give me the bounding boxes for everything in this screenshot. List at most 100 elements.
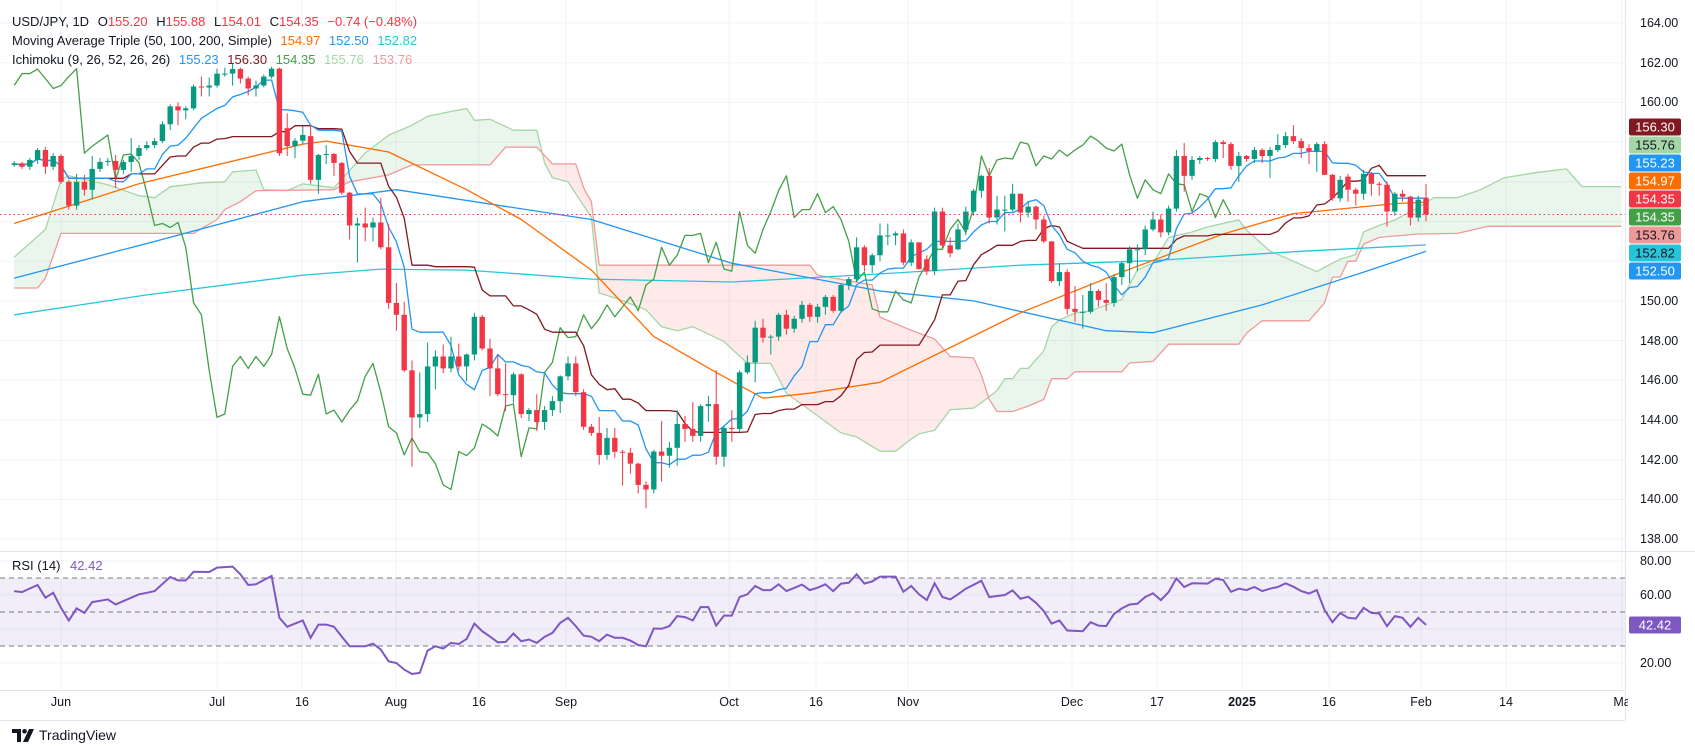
cloud-segment-bearish — [552, 163, 561, 180]
cloud-segment-bullish — [1394, 215, 1403, 237]
candle — [167, 104, 173, 131]
cloud-segment-bullish — [482, 119, 490, 165]
time-axis-label[interactable]: Nov — [896, 695, 920, 709]
symbol-title[interactable]: USD/JPY, 1D — [12, 14, 90, 29]
cloud-segment-bullish — [1316, 267, 1325, 312]
cloud-segment-bearish — [622, 265, 631, 304]
candle — [994, 195, 1000, 225]
candle-body — [1267, 150, 1273, 156]
candle — [1423, 184, 1429, 222]
time-axis-label[interactable]: 16 — [295, 695, 309, 709]
cloud-segment-bullish — [412, 120, 420, 165]
cloud-segment-bearish — [911, 330, 919, 440]
candle — [315, 154, 322, 194]
time-axis-label[interactable]: 16 — [809, 695, 823, 709]
cloud-segment-bullish — [1527, 172, 1536, 227]
time-axis-label[interactable]: 17 — [1150, 695, 1164, 709]
candle — [11, 160, 17, 167]
candle-body — [822, 296, 829, 307]
time-axis-label[interactable]: Jul — [209, 695, 225, 709]
candle-body — [1353, 189, 1359, 194]
cloud-segment-bullish — [123, 190, 132, 234]
cloud-segment-bullish — [1145, 263, 1153, 362]
cloud-segment-bullish — [1480, 185, 1489, 229]
time-axis-label[interactable]: Dec — [1060, 695, 1084, 709]
candle — [549, 396, 556, 417]
candle-body — [393, 302, 400, 315]
time-axis-label[interactable]: Aug — [384, 695, 408, 709]
indicator-lines — [13, 68, 1621, 491]
legend-row-ma: Moving Average Triple (50, 100, 200, Sim… — [12, 31, 422, 50]
tradingview-logo[interactable]: TradingView — [12, 727, 116, 743]
candle — [1056, 263, 1063, 287]
candle — [206, 77, 212, 97]
candle-body — [916, 242, 922, 270]
candle — [1353, 187, 1359, 206]
time-axis-label[interactable]: Ma — [1613, 695, 1628, 709]
candle-body — [370, 222, 376, 228]
time-axis-label[interactable]: Oct — [719, 695, 739, 709]
time-axis-label[interactable]: 16 — [1322, 695, 1336, 709]
candle — [861, 245, 868, 272]
cloud-segment-bearish — [958, 356, 966, 410]
cloud-segment-bullish — [1558, 168, 1567, 227]
candle-body — [385, 247, 392, 303]
candle — [791, 315, 797, 333]
price-badge: 156.30 — [1629, 118, 1681, 136]
candle-body — [1415, 199, 1421, 218]
candle — [175, 102, 181, 126]
cloud-segment-bearish — [802, 265, 810, 411]
cloud-segment-bearish — [872, 285, 880, 452]
time-axis-label[interactable]: Jun — [50, 695, 72, 709]
time-axis-label[interactable]: 16 — [472, 695, 486, 709]
cloud-segment-bullish — [466, 108, 475, 165]
candle — [838, 283, 844, 313]
time-axis-label[interactable]: 14 — [1499, 695, 1513, 709]
time-axis[interactable]: Jun Jul 16 Aug 16 Sep Oct 16 Nov Dec 17 2025 16 Feb 14… — [0, 695, 1628, 715]
candle-body — [986, 175, 992, 218]
candle — [1189, 155, 1195, 180]
close-label: C — [269, 14, 280, 29]
cloud-segment-bullish — [1207, 225, 1216, 345]
candle — [73, 173, 80, 210]
candle — [541, 406, 548, 430]
candle — [1048, 241, 1055, 284]
candle-body — [1306, 148, 1312, 152]
low-label: L — [214, 14, 222, 29]
cloud-segment-bearish — [809, 265, 818, 416]
candle-body — [112, 160, 119, 170]
candle-body — [1150, 219, 1156, 230]
candle-body — [1228, 144, 1234, 166]
time-axis-label[interactable]: Sep — [554, 695, 578, 709]
candle — [253, 80, 259, 97]
candle-body — [1423, 197, 1429, 215]
candle — [604, 427, 610, 460]
cloud-segment-bullish — [1543, 170, 1551, 227]
candle — [1033, 205, 1039, 230]
span-b-value: 153.76 — [372, 52, 413, 67]
cloud-segment-bearish — [864, 283, 873, 447]
candle — [518, 373, 524, 419]
candle — [1399, 189, 1406, 202]
cloud-segment-bullish — [1472, 189, 1481, 230]
candle-body — [1282, 136, 1289, 146]
cloud-segment-bullish — [451, 109, 459, 165]
cloud-segment-bullish — [1067, 313, 1075, 379]
candle-body — [619, 451, 626, 453]
time-axis-label[interactable]: 2025 — [1228, 695, 1256, 709]
rsi-title[interactable]: RSI (14) — [12, 558, 61, 573]
time-axis-label[interactable]: Feb — [1410, 695, 1432, 709]
candle — [362, 207, 368, 242]
candle-body — [970, 190, 977, 212]
cloud-segment-bearish — [724, 265, 732, 349]
span-a-value: 155.76 — [324, 52, 364, 67]
ma-title[interactable]: Moving Average Triple (50, 100, 200, Sim… — [12, 33, 272, 48]
cloud-segment-bullish — [435, 113, 444, 165]
candle — [261, 74, 267, 88]
ichimoku-title[interactable]: Ichimoku (9, 26, 52, 26, 26) — [12, 52, 171, 67]
candle-body — [752, 327, 758, 363]
candle-body — [939, 211, 946, 246]
cloud-segment-bullish — [1199, 226, 1208, 345]
candle — [916, 242, 922, 270]
